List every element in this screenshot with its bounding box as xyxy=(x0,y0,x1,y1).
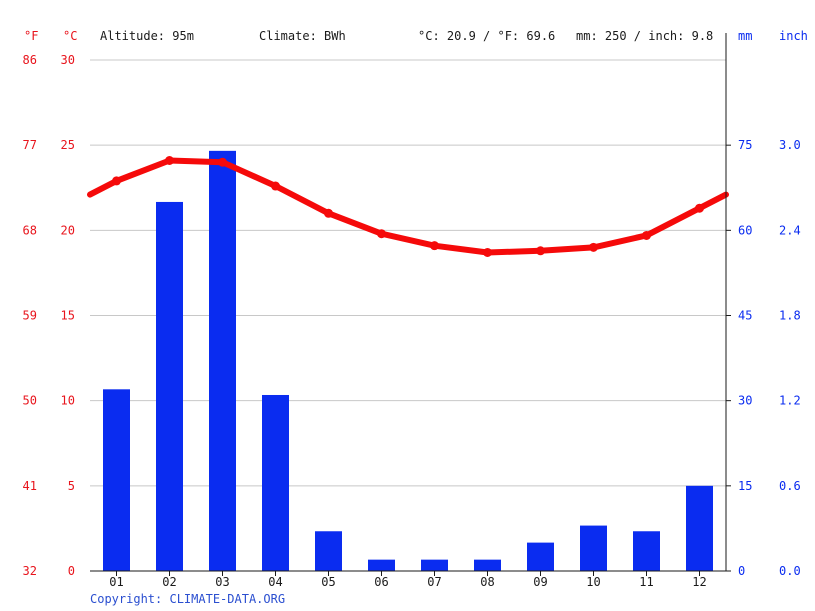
inch-tick-label: 0.6 xyxy=(779,479,801,493)
temperature-summary: °C: 20.9 / °F: 69.6 xyxy=(418,29,555,43)
x-tick-label: 05 xyxy=(321,575,335,589)
temperature-point xyxy=(165,155,174,165)
precipitation-bar xyxy=(474,559,501,571)
temperature-point xyxy=(536,246,545,256)
celsius-tick-label: 0 xyxy=(68,564,75,578)
celsius-tick-label: 30 xyxy=(61,53,75,67)
x-tick-label: 07 xyxy=(427,575,441,589)
temperature-point xyxy=(589,242,598,252)
precipitation-bar xyxy=(527,542,554,571)
temperature-line xyxy=(87,155,729,257)
fahrenheit-tick-label: 86 xyxy=(23,53,37,67)
temperature-point xyxy=(430,241,439,251)
x-tick-label: 10 xyxy=(586,575,600,589)
inch-tick-label: 2.4 xyxy=(779,223,801,237)
fahrenheit-tick-label: 77 xyxy=(23,138,37,152)
temperature-point xyxy=(218,157,227,167)
inch-tick-label: 3.0 xyxy=(779,138,801,152)
temperature-point xyxy=(483,247,492,257)
axes xyxy=(90,33,731,576)
x-tick-label: 12 xyxy=(692,575,706,589)
celsius-unit-label: °C xyxy=(63,29,77,43)
mm-tick-label: 30 xyxy=(738,394,752,408)
mm-tick-label: 60 xyxy=(738,223,752,237)
precipitation-bars xyxy=(103,150,713,571)
precipitation-bar xyxy=(686,485,713,571)
inch-tick-label: 0.0 xyxy=(779,564,801,578)
fahrenheit-tick-label: 68 xyxy=(23,223,37,237)
celsius-tick-label: 5 xyxy=(68,479,75,493)
celsius-tick-label: 20 xyxy=(61,223,75,237)
celsius-tick-label: 25 xyxy=(61,138,75,152)
gridlines xyxy=(90,59,726,487)
precipitation-bar xyxy=(421,559,448,571)
x-tick-label: 01 xyxy=(109,575,123,589)
mm-tick-label: 75 xyxy=(738,138,752,152)
temperature-point xyxy=(271,181,280,191)
fahrenheit-tick-label: 41 xyxy=(23,479,37,493)
x-tick-label: 04 xyxy=(268,575,282,589)
x-tick-label: 02 xyxy=(162,575,176,589)
climate-label: Climate: BWh xyxy=(259,29,346,43)
mm-tick-label: 15 xyxy=(738,479,752,493)
copyright-link[interactable]: Copyright: CLIMATE-DATA.ORG xyxy=(90,592,285,606)
precipitation-bar xyxy=(580,525,607,571)
temperature-point xyxy=(642,230,651,240)
precipitation-bar xyxy=(103,389,130,571)
x-tick-label: 06 xyxy=(374,575,388,589)
temperature-point xyxy=(324,208,333,218)
x-tick-label: 09 xyxy=(533,575,547,589)
inch-tick-label: 1.8 xyxy=(779,309,801,323)
x-tick-label: 08 xyxy=(480,575,494,589)
altitude-label: Altitude: 95m xyxy=(100,29,194,43)
fahrenheit-tick-label: 50 xyxy=(23,394,37,408)
precipitation-bar xyxy=(368,559,395,571)
precipitation-bar xyxy=(633,531,660,571)
fahrenheit-tick-label: 32 xyxy=(23,564,37,578)
precipitation-bar xyxy=(262,394,289,571)
precipitation-bar xyxy=(156,201,183,571)
mm-unit-label: mm xyxy=(738,29,752,43)
fahrenheit-unit-label: °F xyxy=(24,29,38,43)
precipitation-bar xyxy=(315,531,342,571)
temperature-line-path xyxy=(87,157,729,256)
temperature-point xyxy=(112,176,121,186)
temperature-point xyxy=(695,203,704,213)
x-tick-label: 03 xyxy=(215,575,229,589)
precipitation-summary: mm: 250 / inch: 9.8 xyxy=(576,29,713,43)
mm-tick-label: 45 xyxy=(738,309,752,323)
fahrenheit-tick-label: 59 xyxy=(23,309,37,323)
celsius-tick-label: 10 xyxy=(61,394,75,408)
celsius-tick-label: 15 xyxy=(61,309,75,323)
inch-unit-label: inch xyxy=(779,29,808,43)
mm-tick-label: 0 xyxy=(738,564,745,578)
temperature-point xyxy=(377,229,386,239)
x-tick-label: 11 xyxy=(639,575,653,589)
inch-tick-label: 1.2 xyxy=(779,394,801,408)
precipitation-bar xyxy=(209,150,236,571)
